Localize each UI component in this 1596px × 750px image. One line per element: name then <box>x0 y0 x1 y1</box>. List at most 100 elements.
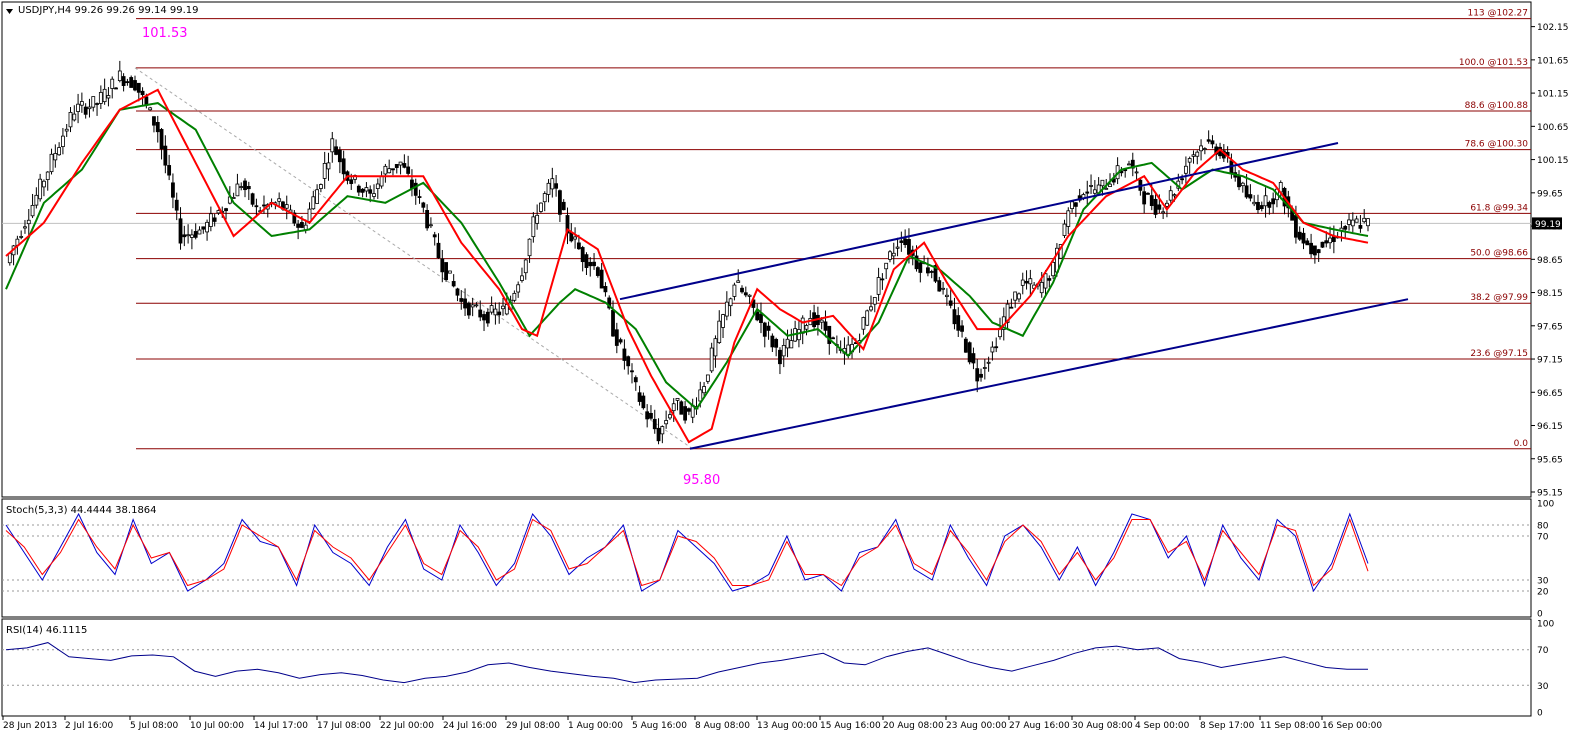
stoch-panel[interactable] <box>1 498 1532 618</box>
candle-body <box>159 129 164 150</box>
candle-body <box>785 338 790 349</box>
candle-body <box>182 234 187 238</box>
candle-body <box>364 187 369 192</box>
candle-body <box>588 261 593 267</box>
time-axis-label: 10 Jul 00:00 <box>190 721 244 731</box>
candle-body <box>512 292 517 301</box>
price-panel[interactable] <box>1 1 1532 498</box>
candle-body <box>326 162 331 170</box>
candle-body <box>800 317 805 334</box>
candle-body <box>489 305 494 313</box>
candle-body <box>1024 280 1029 284</box>
candle-body <box>865 310 870 326</box>
rsi-title: RSI(14) 46.1115 <box>6 625 87 636</box>
candle-body <box>603 286 608 293</box>
candle-body <box>76 103 80 112</box>
time-axis-label: 16 Sep 00:00 <box>1322 721 1382 731</box>
candle-body <box>929 271 934 273</box>
candle-body <box>91 96 96 108</box>
candle-body <box>1051 261 1056 277</box>
candle-body <box>23 226 27 229</box>
candle-body <box>1263 195 1268 207</box>
stoch-title: Stoch(5,3,3) 44.4444 38.1864 <box>6 505 157 516</box>
candle-body <box>918 262 923 273</box>
candle-body <box>565 215 570 234</box>
candle-body <box>717 320 722 343</box>
rsi-panel[interactable] <box>1 618 1532 717</box>
candle-body <box>1331 236 1336 243</box>
price-axis-label: 99.65 <box>1537 189 1563 199</box>
candle-body <box>87 106 92 110</box>
candle-body <box>728 298 733 307</box>
fib-swing-line <box>134 67 693 450</box>
candle-body <box>967 342 972 363</box>
candle-body <box>702 386 706 394</box>
candle-body <box>26 219 31 225</box>
chart-menu-triangle-icon[interactable] <box>6 9 13 14</box>
candle-body <box>155 121 160 133</box>
time-axis-label: 24 Jul 16:00 <box>443 721 497 731</box>
candle-body <box>944 294 949 297</box>
candle-body <box>535 214 540 224</box>
candle-body <box>129 77 134 88</box>
channel-lower-line[interactable] <box>689 298 1409 450</box>
channel-upper-line[interactable] <box>619 141 1339 301</box>
candle-body <box>318 184 323 189</box>
candle-body <box>429 224 433 227</box>
time-axis-label: 8 Sep 17:00 <box>1200 721 1255 731</box>
candle-body <box>679 401 684 415</box>
candle-body <box>1104 187 1109 190</box>
candle-body <box>178 218 183 244</box>
candle-body <box>387 168 392 174</box>
candle-body <box>391 168 395 171</box>
time-axis-label: 15 Aug 16:00 <box>820 721 881 731</box>
candle-body <box>1350 219 1355 227</box>
candle-body <box>133 80 137 91</box>
candle-body <box>607 297 612 309</box>
osc-axis-label: 100 <box>1537 500 1554 510</box>
candle-body <box>671 403 676 412</box>
candle-body <box>1256 202 1260 211</box>
candle-body <box>1206 139 1211 142</box>
candle-body <box>1146 192 1150 195</box>
candle-body <box>686 408 691 412</box>
candle-body <box>1195 151 1200 157</box>
candle-body <box>1358 225 1363 229</box>
candle-body <box>1062 223 1067 236</box>
candle-body <box>1005 303 1010 323</box>
candle-body <box>53 153 58 161</box>
fib-level-label: 50.0 @98.66 <box>1470 249 1528 259</box>
candle-body <box>1039 282 1044 294</box>
candle-body <box>948 300 953 306</box>
candle-body <box>171 182 175 198</box>
candle-body <box>546 182 551 195</box>
candle-body <box>1153 198 1158 215</box>
candle-body <box>770 335 775 348</box>
time-axis-label: 2 Jul 16:00 <box>65 721 114 731</box>
candle-body <box>907 239 911 255</box>
osc-axis-label: 0 <box>1537 709 1543 719</box>
candle-body <box>1202 148 1207 150</box>
fib-level-label: 0.0 <box>1514 439 1529 449</box>
candle-body <box>1305 240 1310 246</box>
candle-body <box>880 278 885 281</box>
candle-body <box>633 377 638 383</box>
candle-body <box>774 338 779 348</box>
candle-body <box>148 107 153 111</box>
price-axis-label: 100.65 <box>1537 123 1569 133</box>
price-axis-label: 98.15 <box>1537 289 1563 299</box>
time-axis-label: 17 Jul 08:00 <box>317 721 371 731</box>
ma-fast-line <box>5 88 1369 444</box>
candle-body <box>914 255 919 270</box>
candle-body <box>789 340 794 349</box>
time-axis-label: 14 Jul 17:00 <box>254 721 308 731</box>
candle-body <box>1085 191 1090 194</box>
candle-body <box>372 193 376 197</box>
candle-body <box>375 183 380 189</box>
candle-body <box>368 189 373 194</box>
candle-body <box>95 103 99 105</box>
candle-body <box>1089 185 1093 187</box>
candle-body <box>292 212 297 224</box>
